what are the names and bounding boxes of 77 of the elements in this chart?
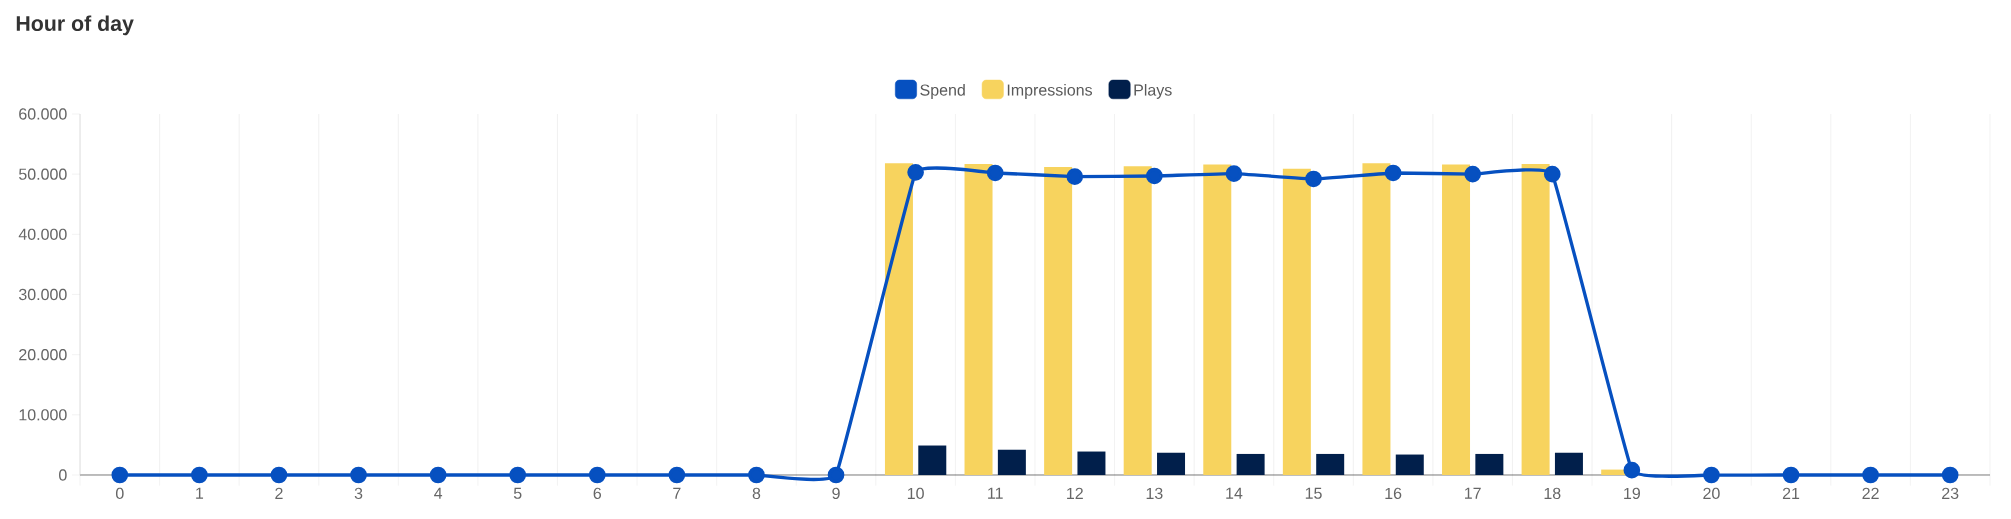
- x-tick-label: 5: [513, 487, 522, 499]
- bar: [884, 163, 913, 475]
- x-tick-label: 20: [1703, 487, 1720, 500]
- y-tick-label: 50.000: [19, 168, 67, 180]
- point: [986, 164, 1004, 182]
- bar: [1395, 454, 1424, 475]
- x-tick-label: 15: [1305, 487, 1322, 499]
- legend-label: Plays: [1134, 83, 1172, 99]
- point: [1464, 165, 1482, 183]
- point: [588, 466, 606, 484]
- bar: [1316, 453, 1345, 475]
- x-tick-label: 4: [434, 487, 443, 499]
- point: [429, 466, 447, 484]
- bar: [1203, 164, 1232, 475]
- x-tick-label: 13: [1146, 487, 1163, 500]
- point: [1941, 466, 1959, 484]
- point: [1543, 165, 1561, 183]
- point: [350, 466, 367, 484]
- bar: [918, 445, 947, 475]
- point: [1384, 164, 1402, 182]
- point: [748, 466, 765, 484]
- point: [1225, 165, 1243, 182]
- bar: [1475, 453, 1504, 475]
- x-tick-label: 1: [196, 487, 204, 499]
- x-tick-label: 17: [1465, 487, 1481, 499]
- x-tick-label: 16: [1385, 487, 1402, 500]
- legend-label: Impressions: [1007, 83, 1093, 99]
- point: [111, 466, 129, 484]
- y-tick-label: 20.000: [19, 349, 67, 361]
- x-tick-label: 22: [1862, 487, 1879, 499]
- y-tick-label: 30.000: [18, 288, 67, 301]
- point: [1623, 461, 1641, 479]
- x-tick-label: 7: [673, 487, 681, 499]
- x-tick-label: 18: [1544, 487, 1561, 500]
- point: [907, 164, 924, 181]
- x-tick-label: 12: [1067, 487, 1083, 499]
- x-tick-label: 19: [1624, 487, 1640, 500]
- x-tick-label: 23: [1942, 487, 1959, 500]
- x-tick-label: 11: [988, 487, 1003, 499]
- bar: [1554, 452, 1583, 475]
- point: [191, 466, 208, 484]
- bar: [1236, 453, 1265, 475]
- point: [509, 466, 527, 484]
- y-tick-label: 60.000: [19, 108, 67, 120]
- bar: [1044, 166, 1073, 475]
- bar: [964, 163, 993, 475]
- point: [1703, 466, 1720, 484]
- point: [1305, 170, 1322, 188]
- x-tick-label: 0: [115, 487, 124, 500]
- x-tick-label: 10: [907, 487, 924, 500]
- y-tick-label: 10.000: [19, 409, 67, 421]
- y-tick-label: 40.000: [18, 228, 67, 240]
- chart-title: Hour of day: [16, 15, 134, 36]
- bar: [1282, 168, 1311, 475]
- point: [1066, 168, 1084, 185]
- x-tick-label: 14: [1226, 487, 1243, 499]
- point: [668, 466, 686, 484]
- x-tick-label: 2: [275, 487, 283, 499]
- bar: [1442, 164, 1471, 475]
- point: [1782, 466, 1800, 484]
- x-tick-label: 9: [832, 487, 840, 500]
- x-tick-label: 3: [354, 487, 363, 500]
- point: [270, 466, 288, 484]
- point: [1862, 466, 1879, 484]
- legend-label: Spend: [920, 83, 965, 99]
- bar: [1157, 452, 1186, 475]
- point: [827, 466, 845, 484]
- x-tick-label: 21: [1782, 487, 1800, 499]
- point: [1146, 167, 1163, 185]
- bar: [1521, 163, 1550, 475]
- bar: [997, 449, 1026, 475]
- bar: [1362, 163, 1391, 475]
- x-tick-label: 6: [593, 487, 602, 500]
- bar: [1077, 451, 1106, 475]
- bar: [1123, 166, 1152, 475]
- x-tick-label: 8: [752, 487, 761, 500]
- y-tick-label: 0: [59, 469, 67, 481]
